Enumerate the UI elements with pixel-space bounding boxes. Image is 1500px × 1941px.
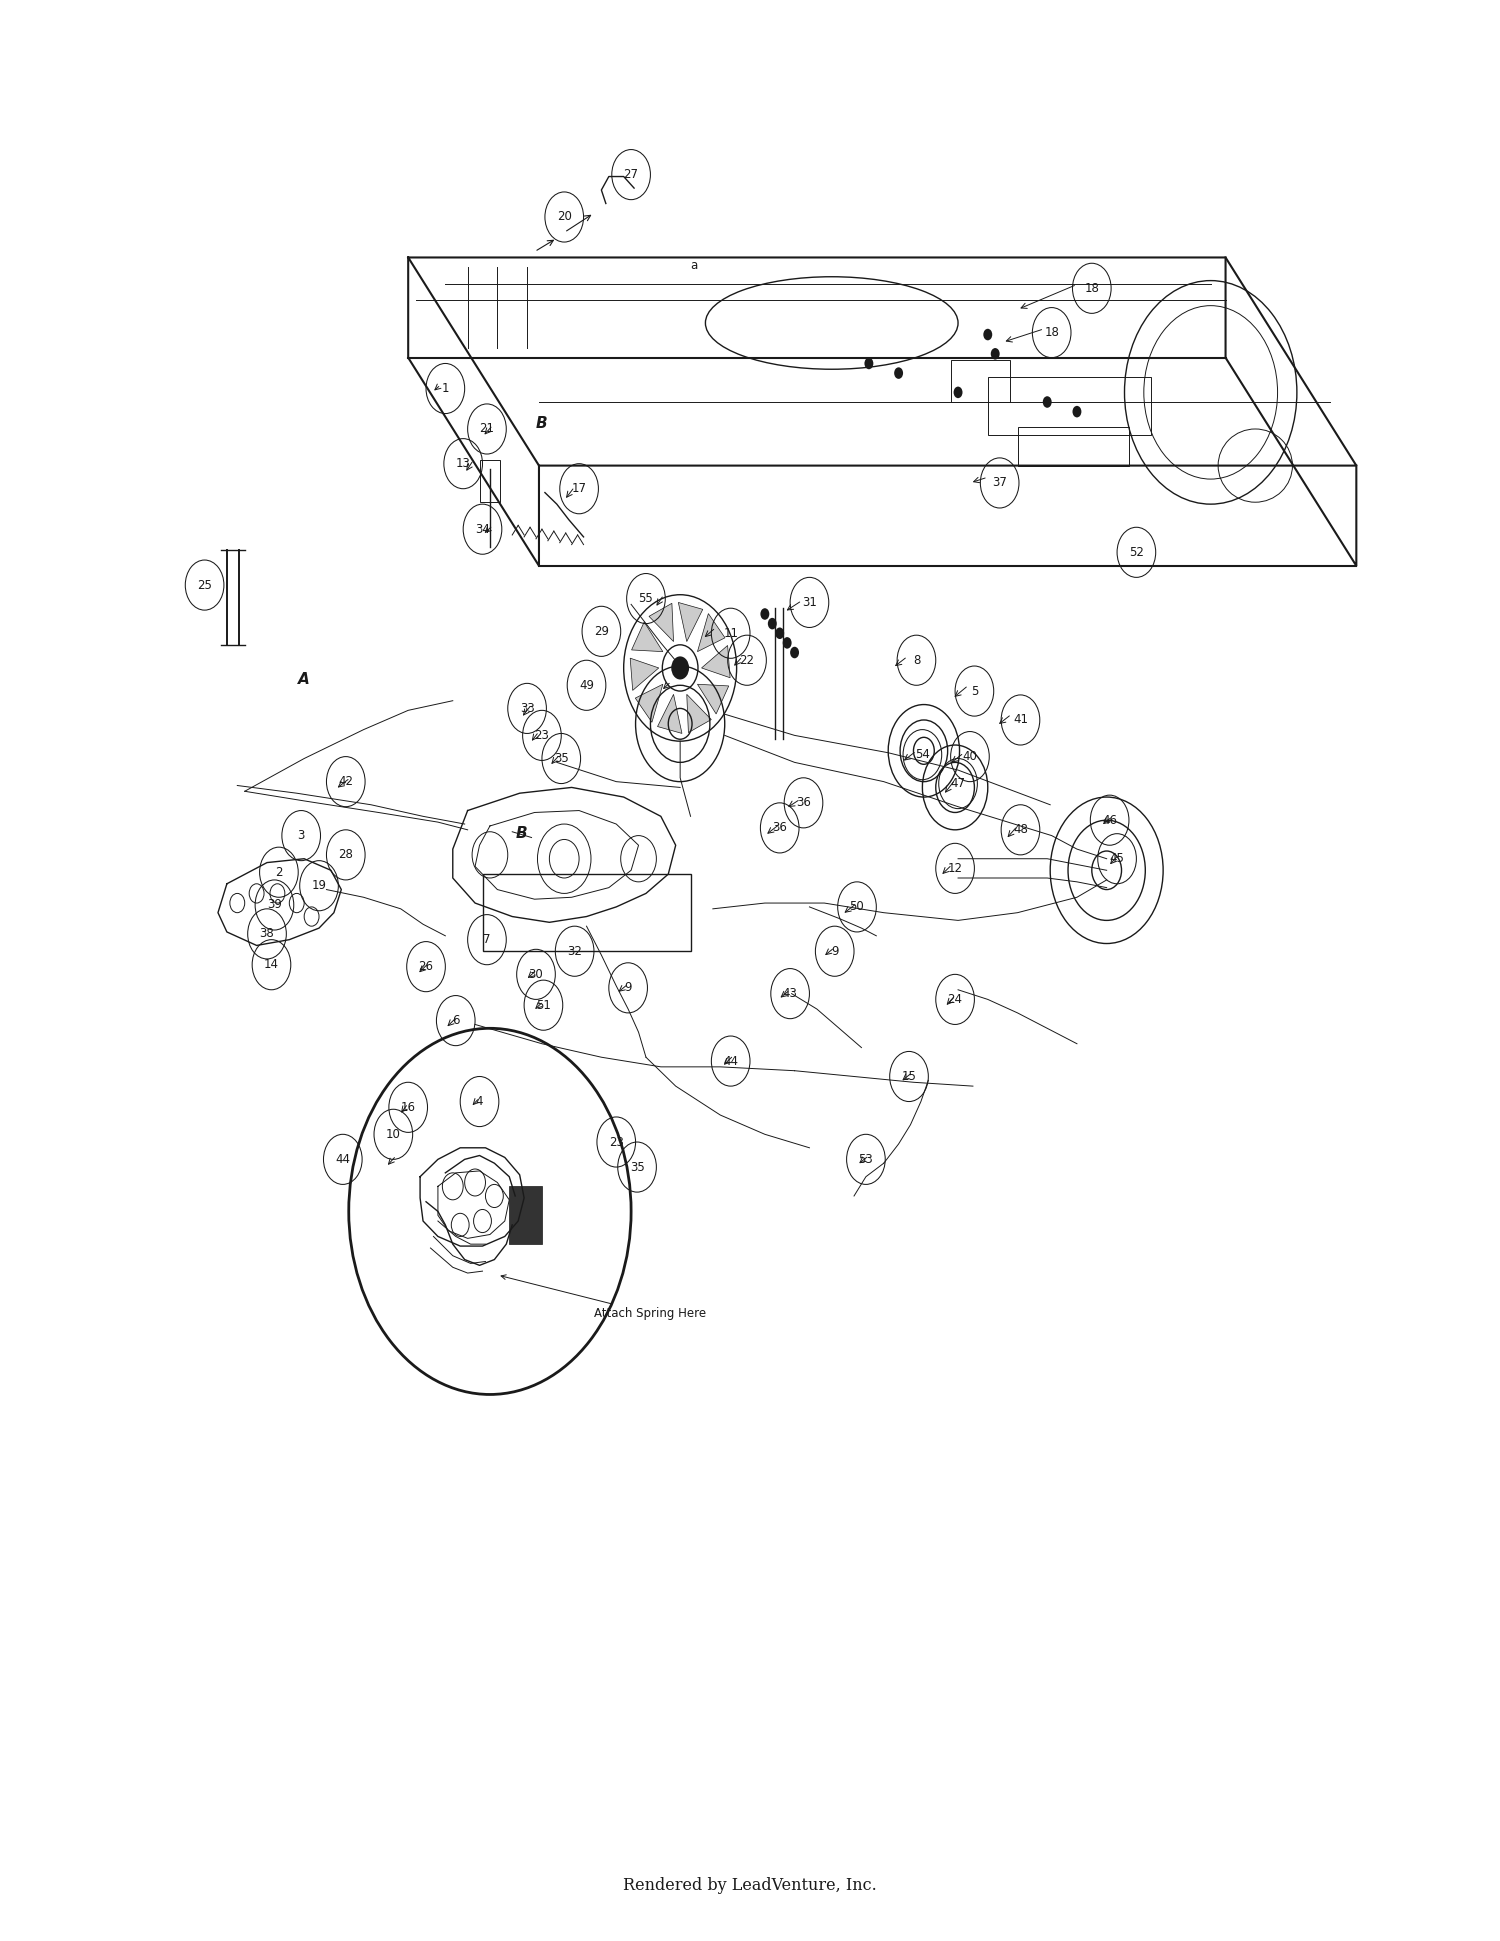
Polygon shape <box>678 602 703 642</box>
Text: 8: 8 <box>914 654 920 668</box>
Text: 28: 28 <box>339 848 352 862</box>
Text: 12: 12 <box>948 862 963 875</box>
Text: 46: 46 <box>1102 813 1118 827</box>
Polygon shape <box>698 613 724 652</box>
Circle shape <box>864 357 873 369</box>
Text: 41: 41 <box>1013 714 1028 726</box>
Circle shape <box>760 608 770 619</box>
Text: 9: 9 <box>624 982 632 994</box>
Text: a: a <box>690 258 698 272</box>
Polygon shape <box>698 685 729 714</box>
Polygon shape <box>687 695 711 732</box>
Circle shape <box>894 367 903 378</box>
Text: 42: 42 <box>339 774 354 788</box>
Circle shape <box>1072 406 1082 417</box>
Circle shape <box>768 617 777 629</box>
Text: 23: 23 <box>609 1135 624 1149</box>
Circle shape <box>670 656 688 679</box>
Text: 36: 36 <box>772 821 788 835</box>
Text: B: B <box>516 827 526 840</box>
Bar <box>988 377 1152 435</box>
Text: 49: 49 <box>579 679 594 691</box>
Text: 51: 51 <box>536 1000 550 1011</box>
Text: 3: 3 <box>297 829 304 842</box>
Text: 18: 18 <box>1044 326 1059 340</box>
Text: 16: 16 <box>400 1101 416 1114</box>
Text: 2: 2 <box>274 866 282 879</box>
Text: 24: 24 <box>948 994 963 1005</box>
Bar <box>480 460 501 503</box>
Text: 10: 10 <box>386 1128 400 1141</box>
Circle shape <box>954 386 963 398</box>
Circle shape <box>990 347 999 359</box>
Polygon shape <box>632 621 663 652</box>
Text: 53: 53 <box>858 1153 873 1167</box>
Circle shape <box>984 328 992 340</box>
Text: 34: 34 <box>476 522 490 536</box>
Polygon shape <box>650 604 674 642</box>
Text: 40: 40 <box>963 749 978 763</box>
Text: 31: 31 <box>802 596 818 609</box>
Text: 18: 18 <box>1084 281 1100 295</box>
Circle shape <box>790 646 800 658</box>
Text: 55: 55 <box>639 592 654 606</box>
Text: 25: 25 <box>196 578 211 592</box>
Text: 22: 22 <box>740 654 754 668</box>
Circle shape <box>783 637 792 648</box>
Text: 7: 7 <box>483 934 490 945</box>
Bar <box>510 1186 542 1244</box>
Text: 44: 44 <box>336 1153 351 1167</box>
Text: 5: 5 <box>970 685 978 697</box>
Text: 36: 36 <box>796 796 812 809</box>
Text: 19: 19 <box>312 879 327 893</box>
Text: B: B <box>536 415 548 431</box>
Text: 13: 13 <box>456 458 471 470</box>
Text: 9: 9 <box>831 945 839 957</box>
Text: 14: 14 <box>264 959 279 970</box>
Text: 32: 32 <box>567 945 582 957</box>
Text: 20: 20 <box>556 210 572 223</box>
Text: 26: 26 <box>419 961 434 972</box>
Polygon shape <box>630 658 658 691</box>
Text: 1: 1 <box>441 382 448 396</box>
Text: 33: 33 <box>519 703 534 714</box>
Text: 23: 23 <box>534 730 549 741</box>
Bar <box>1017 427 1130 466</box>
Text: 50: 50 <box>849 901 864 914</box>
Text: 15: 15 <box>902 1069 916 1083</box>
Text: 43: 43 <box>783 988 798 1000</box>
Text: 21: 21 <box>480 423 495 435</box>
Text: 37: 37 <box>992 476 1006 489</box>
Text: 54: 54 <box>915 747 930 761</box>
Text: 30: 30 <box>528 969 543 980</box>
Text: 29: 29 <box>594 625 609 639</box>
Text: 11: 11 <box>723 627 738 641</box>
Text: Rendered by LeadVenture, Inc.: Rendered by LeadVenture, Inc. <box>622 1877 878 1894</box>
Bar <box>483 873 690 951</box>
Bar <box>951 359 1010 402</box>
Text: 38: 38 <box>260 928 274 939</box>
Text: 17: 17 <box>572 481 586 495</box>
Text: 6: 6 <box>452 1013 459 1027</box>
Polygon shape <box>636 685 663 722</box>
Text: 39: 39 <box>267 899 282 912</box>
Text: 48: 48 <box>1013 823 1028 837</box>
Text: 27: 27 <box>624 169 639 181</box>
Text: 52: 52 <box>1130 545 1144 559</box>
Polygon shape <box>657 695 682 734</box>
Circle shape <box>1042 396 1052 408</box>
Circle shape <box>776 627 784 639</box>
Text: 35: 35 <box>630 1161 645 1174</box>
Text: 47: 47 <box>951 776 966 790</box>
Text: A: A <box>298 672 310 687</box>
Text: 4: 4 <box>476 1095 483 1108</box>
Text: 44: 44 <box>723 1054 738 1068</box>
Text: 35: 35 <box>554 751 568 765</box>
Polygon shape <box>702 646 730 677</box>
Text: 45: 45 <box>1110 852 1125 866</box>
Text: Attach Spring Here: Attach Spring Here <box>501 1275 706 1320</box>
